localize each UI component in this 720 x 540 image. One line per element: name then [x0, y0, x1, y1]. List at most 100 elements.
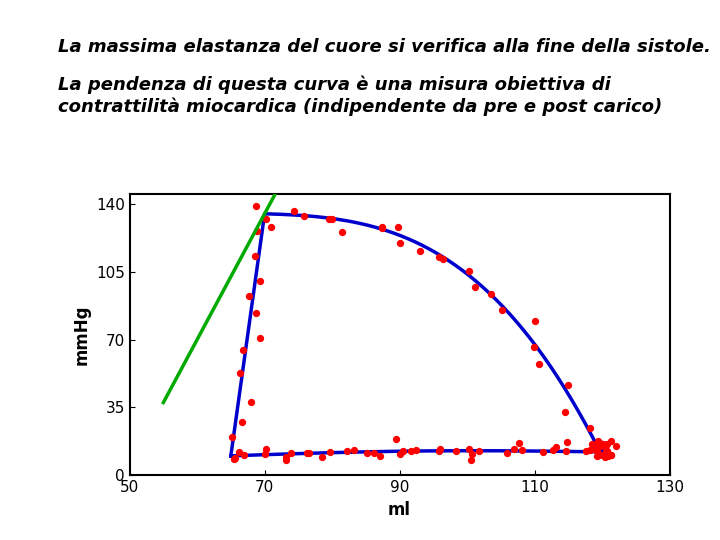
- Point: [246, 398, 257, 407]
- Point: [594, 442, 606, 450]
- Point: [600, 453, 611, 462]
- Point: [562, 380, 574, 389]
- Point: [304, 449, 315, 457]
- Point: [280, 453, 292, 461]
- Point: [598, 449, 610, 458]
- Point: [348, 446, 360, 454]
- Point: [592, 437, 603, 445]
- Point: [508, 445, 520, 454]
- Point: [390, 435, 402, 444]
- Point: [591, 452, 603, 461]
- Point: [392, 223, 404, 232]
- Point: [605, 450, 616, 459]
- Point: [603, 452, 614, 461]
- Point: [280, 455, 292, 464]
- Point: [405, 447, 417, 455]
- Text: La massima elastanza del cuore si verifica alla fine della sistole.: La massima elastanza del cuore si verifi…: [58, 38, 711, 56]
- Point: [324, 448, 336, 456]
- Point: [513, 438, 525, 447]
- Point: [249, 252, 261, 261]
- Text: La pendenza di questa curva è una misura obiettiva di
contrattilità miocardica (: La pendenza di questa curva è una misura…: [58, 76, 662, 116]
- Point: [601, 447, 613, 456]
- Point: [597, 451, 608, 460]
- Y-axis label: mmHg: mmHg: [72, 305, 90, 365]
- Point: [254, 277, 266, 286]
- Point: [237, 346, 248, 355]
- Point: [397, 447, 409, 456]
- Point: [560, 447, 572, 456]
- Point: [561, 438, 572, 447]
- Point: [238, 451, 249, 460]
- X-axis label: ml: ml: [388, 501, 411, 518]
- Point: [229, 454, 240, 462]
- Point: [600, 441, 612, 449]
- Point: [233, 448, 245, 456]
- Point: [234, 368, 246, 377]
- Point: [395, 449, 406, 458]
- Point: [580, 447, 592, 455]
- Point: [601, 448, 613, 456]
- Point: [537, 448, 549, 456]
- Point: [260, 445, 271, 454]
- Point: [227, 433, 238, 441]
- Point: [602, 440, 613, 448]
- Point: [415, 246, 426, 255]
- Point: [550, 443, 562, 451]
- Point: [326, 215, 338, 224]
- Point: [434, 444, 446, 453]
- Point: [465, 456, 477, 464]
- Point: [585, 446, 596, 454]
- Point: [266, 223, 277, 232]
- Point: [323, 215, 334, 224]
- Point: [451, 447, 462, 456]
- Point: [592, 447, 603, 455]
- Point: [529, 317, 541, 326]
- Point: [394, 238, 405, 247]
- Point: [534, 360, 545, 368]
- Point: [559, 408, 571, 416]
- Point: [316, 452, 328, 461]
- Point: [229, 455, 240, 463]
- Point: [285, 448, 297, 457]
- Point: [600, 442, 611, 451]
- Point: [433, 447, 445, 455]
- Point: [548, 446, 559, 455]
- Point: [463, 267, 474, 275]
- Point: [243, 292, 255, 300]
- Point: [302, 449, 313, 457]
- Point: [516, 446, 528, 454]
- Point: [250, 202, 261, 211]
- Point: [361, 449, 372, 457]
- Point: [377, 224, 388, 232]
- Point: [374, 451, 386, 460]
- Point: [254, 333, 266, 342]
- Point: [289, 207, 300, 215]
- Point: [437, 254, 449, 263]
- Point: [496, 306, 508, 314]
- Point: [606, 450, 617, 459]
- Point: [251, 227, 263, 235]
- Point: [474, 447, 485, 455]
- Point: [260, 214, 271, 223]
- Point: [260, 450, 271, 458]
- Point: [467, 449, 478, 458]
- Point: [590, 443, 602, 452]
- Point: [597, 440, 608, 448]
- Point: [236, 417, 248, 426]
- Point: [251, 308, 262, 317]
- Point: [586, 445, 598, 454]
- Point: [600, 449, 611, 457]
- Point: [501, 449, 513, 457]
- Point: [368, 448, 379, 457]
- Point: [593, 451, 605, 460]
- Point: [463, 445, 474, 454]
- Point: [528, 342, 539, 351]
- Point: [336, 227, 348, 236]
- Point: [410, 446, 422, 454]
- Point: [605, 436, 616, 445]
- Point: [611, 442, 622, 450]
- Point: [485, 290, 496, 299]
- Point: [433, 252, 445, 261]
- Point: [469, 282, 480, 291]
- Point: [341, 447, 353, 455]
